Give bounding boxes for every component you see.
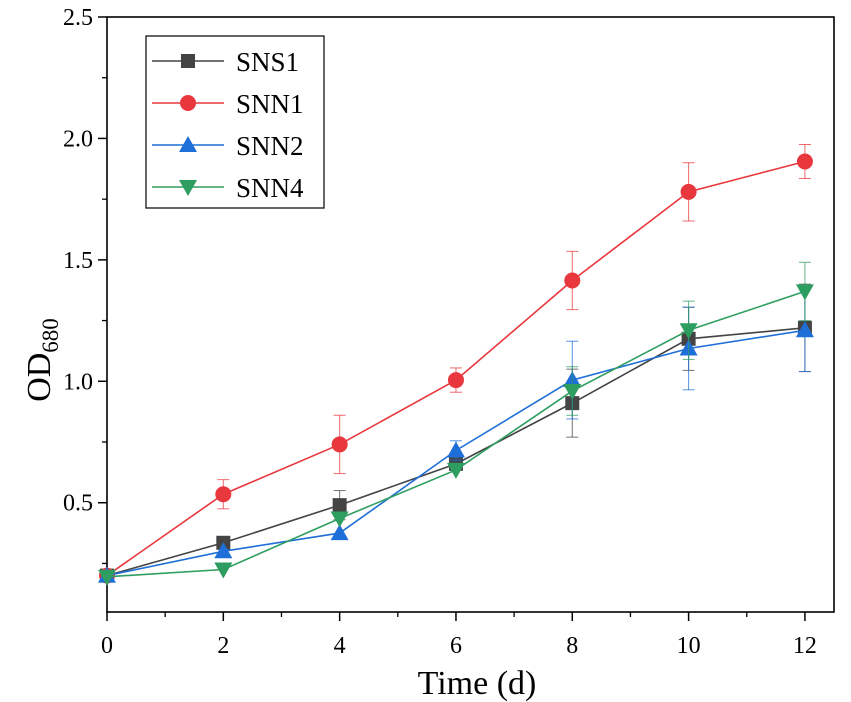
y-tick-label: 1.5 [63, 248, 93, 274]
series-snn1 [99, 144, 813, 584]
y-axis-title-main: OD [21, 353, 58, 402]
data-point-snn2 [330, 524, 349, 541]
data-point-snn2 [795, 321, 814, 338]
x-tick-label: 0 [101, 633, 113, 659]
data-point-snn4 [330, 511, 349, 528]
x-tick-label: 4 [334, 633, 346, 659]
data-point-snn1 [680, 183, 697, 200]
y-tick-label: 2.0 [63, 126, 93, 152]
legend-marker-sns1 [181, 54, 195, 68]
data-point-snn2 [446, 441, 465, 458]
legend-marker-snn1 [180, 95, 196, 111]
data-point-snn1 [447, 372, 464, 389]
y-axis-title-subscript: 680 [38, 318, 63, 353]
legend-label-snn4: SNN4 [236, 173, 304, 203]
data-point-snn4 [563, 384, 582, 400]
x-tick-label: 6 [450, 633, 462, 659]
x-axis-title: Time (d) [418, 665, 537, 702]
data-point-snn4 [214, 562, 233, 579]
data-point-snn1 [331, 436, 348, 453]
legend-label-sns1: SNS1 [236, 47, 299, 77]
legend-label-snn2: SNN2 [236, 131, 304, 161]
series-snn4 [98, 261, 814, 586]
axes: 0 2 4 6 8 10 12 0.5 1.0 1.5 2.0 2.5 [63, 5, 835, 659]
x-tick-label: 10 [677, 633, 701, 659]
legend-label-snn1: SNN1 [236, 89, 304, 119]
x-tick-label: 12 [793, 633, 817, 659]
data-point-snn4 [98, 569, 116, 586]
data-point-snn1 [215, 486, 232, 503]
data-point-snn2 [214, 542, 233, 559]
x-tick-label: 2 [217, 633, 229, 659]
data-point-snn1 [796, 153, 813, 170]
series-line-snn4 [106, 290, 806, 578]
y-axis-title: OD680 [21, 318, 63, 402]
plot-frame [106, 16, 835, 613]
legend-marker-snn4 [179, 180, 197, 196]
data-point-snn4 [446, 462, 465, 479]
x-tick-label: 8 [566, 633, 578, 659]
y-tick-label: 1.0 [63, 369, 93, 395]
legend-marker-snn2 [179, 136, 197, 152]
data-point-snn4 [679, 323, 698, 340]
y-tick-label: 0.5 [63, 491, 93, 517]
y-tick-label: 2.5 [63, 5, 93, 31]
data-point-snn4 [795, 284, 814, 301]
legend: SNS1 SNN1 SNN2 SNN4 [145, 35, 325, 209]
plot-series [98, 144, 814, 586]
data-point-snn1 [564, 272, 581, 289]
legend-box [145, 35, 325, 209]
data-point-sns1 [332, 498, 347, 513]
series-sns1 [100, 283, 812, 583]
series-snn2 [98, 288, 814, 583]
